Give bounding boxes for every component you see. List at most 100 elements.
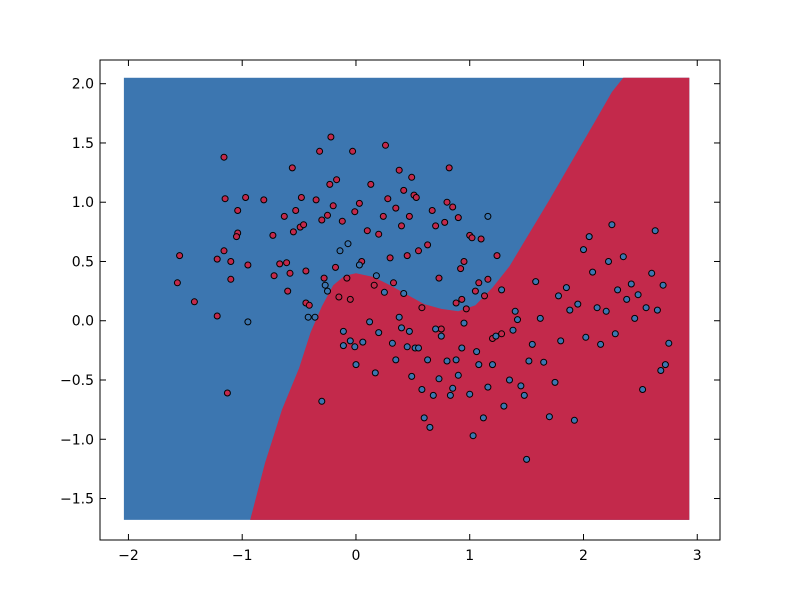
point-class-1	[426, 423, 434, 431]
point-class-1	[443, 357, 451, 365]
point-class-1	[405, 327, 413, 335]
point-class-0	[462, 305, 470, 313]
point-class-1	[511, 307, 519, 315]
point-class-0	[343, 274, 351, 282]
point-class-0	[454, 214, 462, 222]
point-class-1	[372, 272, 380, 280]
point-class-0	[424, 241, 432, 249]
point-class-0	[269, 231, 277, 239]
point-class-1	[528, 340, 536, 348]
point-class-0	[213, 255, 221, 263]
point-class-1	[580, 246, 587, 254]
point-class-1	[388, 339, 396, 347]
point-class-1	[614, 286, 622, 294]
point-class-1	[557, 337, 565, 345]
point-class-0	[173, 279, 181, 287]
point-class-0	[475, 279, 483, 287]
point-class-1	[593, 304, 601, 312]
decision-regions	[123, 77, 690, 520]
point-class-0	[349, 147, 357, 155]
point-class-1	[500, 402, 508, 410]
point-class-0	[270, 272, 278, 280]
point-class-1	[473, 348, 481, 356]
point-class-1	[432, 325, 440, 333]
point-class-0	[318, 216, 326, 224]
point-class-0	[289, 228, 297, 236]
y-tick-label: 0.0	[72, 314, 94, 330]
point-class-1	[304, 313, 312, 321]
point-class-1	[484, 383, 492, 391]
point-class-1	[627, 280, 635, 288]
point-class-1	[336, 247, 344, 255]
point-class-0	[288, 164, 296, 172]
point-class-1	[324, 287, 331, 295]
point-class-0	[405, 212, 413, 220]
point-class-1	[651, 227, 659, 235]
y-tick-label: 1.5	[72, 136, 94, 152]
y-tick-label: −0.5	[60, 373, 94, 389]
x-tick-label: 3	[693, 548, 702, 564]
point-class-0	[190, 298, 198, 306]
point-class-1	[359, 338, 367, 346]
point-class-1	[574, 300, 582, 308]
point-class-0	[283, 259, 291, 267]
point-class-1	[623, 295, 631, 303]
point-class-0	[418, 304, 426, 312]
point-class-1	[659, 281, 667, 289]
point-class-1	[525, 357, 533, 365]
point-class-0	[428, 207, 436, 214]
point-class-0	[320, 274, 328, 282]
point-class-1	[523, 455, 531, 463]
point-class-0	[220, 153, 228, 161]
point-class-1	[648, 269, 656, 277]
point-class-0	[329, 202, 337, 210]
point-class-0	[316, 147, 324, 155]
point-class-1	[321, 281, 329, 289]
point-class-0	[305, 301, 313, 309]
point-class-1	[424, 356, 432, 364]
point-class-0	[280, 212, 288, 220]
point-class-1	[395, 313, 403, 321]
point-class-0	[437, 325, 445, 333]
point-class-0	[398, 222, 405, 230]
point-class-1	[344, 240, 352, 248]
point-class-0	[338, 217, 346, 225]
point-class-1	[611, 330, 619, 338]
point-class-1	[605, 258, 612, 265]
point-class-1	[631, 314, 639, 322]
point-class-1	[540, 358, 548, 366]
point-class-0	[326, 180, 334, 188]
point-class-0	[355, 199, 363, 207]
point-class-0	[244, 261, 252, 269]
point-class-1	[460, 319, 468, 327]
y-tick-label: 1.0	[72, 195, 94, 211]
point-class-1	[435, 375, 443, 383]
point-class-1	[639, 386, 647, 393]
point-class-0	[432, 222, 440, 230]
y-tick-label: 0.5	[72, 254, 94, 270]
point-class-0	[302, 267, 310, 275]
point-class-1	[484, 212, 492, 220]
point-class-1	[418, 386, 426, 393]
point-class-1	[536, 314, 544, 322]
point-class-0	[297, 194, 305, 201]
point-class-0	[335, 293, 343, 301]
point-class-1	[555, 292, 562, 300]
point-class-0	[332, 263, 339, 271]
point-class-0	[468, 234, 476, 242]
point-class-0	[346, 295, 354, 303]
point-class-1	[661, 361, 669, 369]
point-class-1	[642, 304, 650, 312]
point-class-1	[582, 333, 590, 341]
point-class-1	[355, 261, 363, 269]
point-class-0	[375, 230, 383, 238]
x-tick-label: 0	[352, 548, 361, 564]
point-class-1	[509, 326, 517, 334]
point-class-1	[346, 337, 354, 345]
point-class-0	[408, 173, 416, 181]
point-class-1	[420, 414, 428, 422]
point-class-1	[351, 343, 359, 351]
point-class-1	[408, 372, 416, 380]
point-class-0	[379, 212, 387, 220]
